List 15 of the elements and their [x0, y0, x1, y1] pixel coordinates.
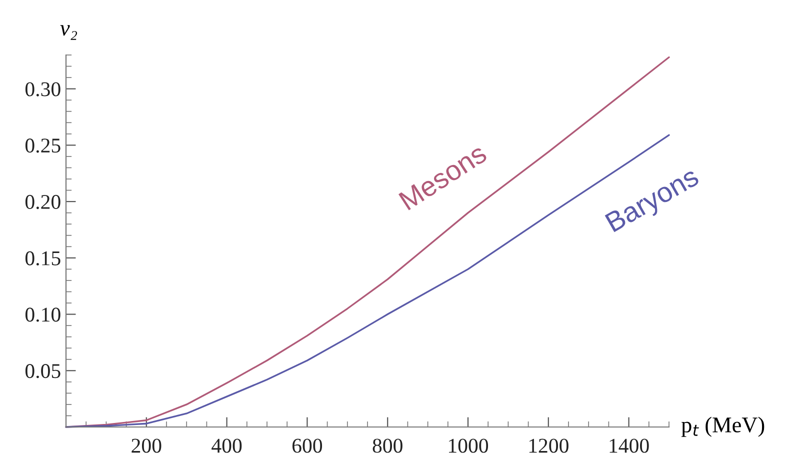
x-tick-label: 600 — [292, 438, 322, 453]
x-tick-label: 1400 — [610, 438, 649, 453]
x-tick-label: 1000 — [449, 438, 488, 453]
y-tick-label: 0.10 — [25, 308, 60, 322]
x-axis-title: p$_{t}$ (MeV) — [681, 416, 764, 437]
x-tick-label: 200 — [132, 438, 162, 453]
y-tick-label: 0.05 — [25, 364, 60, 378]
y-tick-label: 0.25 — [25, 138, 60, 153]
y-tick-label: 0.20 — [25, 194, 60, 210]
x-tick-label: 1200 — [529, 438, 568, 453]
y-tick-label: 0.15 — [25, 251, 60, 266]
x-tick-label: 800 — [372, 438, 402, 453]
x-tick-label: 400 — [212, 438, 242, 453]
y-tick-label: 0.30 — [25, 82, 60, 96]
y-axis-title: v₂ — [60, 25, 78, 40]
